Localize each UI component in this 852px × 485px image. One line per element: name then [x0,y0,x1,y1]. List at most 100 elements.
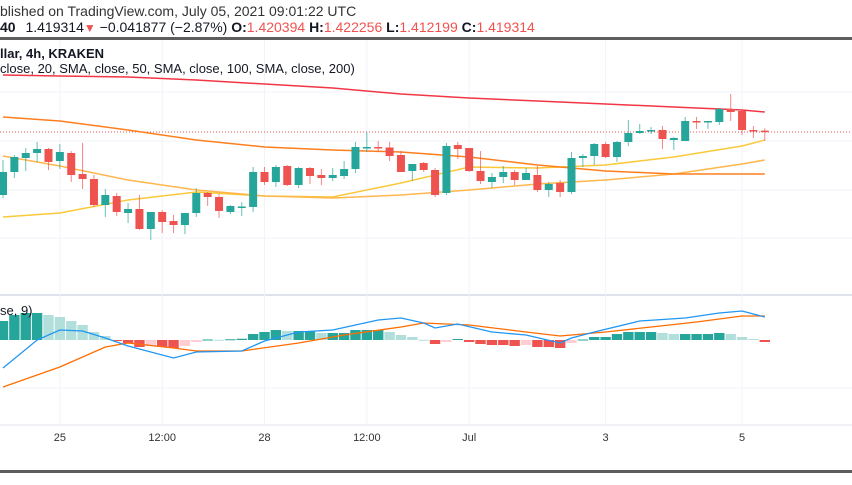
candle-body [249,172,258,207]
macd-histogram-bar [304,331,316,340]
candle-body [601,144,610,157]
macd-histogram-bar [668,334,680,340]
macd-histogram-bar [509,340,520,346]
macd-histogram-bar [88,332,100,340]
candle-body [283,166,292,185]
macd-histogram-bar [566,340,577,343]
macd-histogram-bar [111,340,122,341]
macd-histogram-bar [657,333,668,340]
ohlc-bar: 40 1.419314▼ −0.041877 (−2.87%) O:1.4203… [0,19,535,35]
macd-histogram-bar [350,330,361,340]
candle-body [237,206,246,208]
candle-body [647,130,656,132]
footer-divider [0,470,852,473]
macd-histogram-bar [725,334,736,340]
symbol-tail: 40 [0,19,16,35]
candle-body [726,109,735,112]
candle-body [192,193,201,213]
macd-histogram-bar [225,339,236,341]
high-label: H: [309,19,324,35]
macd-histogram-bar [441,340,452,342]
macd-signal-line [2,315,765,388]
time-axis-label: Jul [462,432,476,444]
candle-body [635,131,644,133]
macd-histogram-bar [395,335,407,340]
macd-histogram-bar [9,315,20,340]
candle-body [556,183,565,192]
candle-body [124,209,133,213]
candle-body [408,164,417,171]
candle-body [305,168,314,176]
macd-histogram-bar [486,340,498,345]
sma-200-line [2,74,765,113]
macd-histogram-bar [77,325,88,340]
header-divider [0,37,852,40]
macd-histogram-bar [31,313,43,340]
candle-body [215,197,224,211]
candle-body [419,163,428,170]
macd-histogram-bar [407,337,418,340]
candle-body [476,171,485,181]
macd-line [2,310,765,369]
macd-histogram-bar [361,330,373,340]
candle-body [260,172,269,182]
time-axis-label: 12:00 [353,432,381,444]
time-axis-label: 5 [739,432,745,444]
candle-body [89,179,98,205]
candle-body [169,221,178,225]
published-caption: blished on TradingView.com, July 05, 202… [0,3,357,19]
macd-histogram-bar [247,334,259,340]
macd-histogram-bar [293,331,304,340]
time-axis-label: 3 [603,432,609,444]
candle-body [431,170,440,195]
candle-body [10,157,19,172]
macd-histogram-bar [20,313,31,340]
candle-body [146,212,155,229]
macd-histogram-bar [498,340,509,345]
macd-histogram-bar [748,339,759,340]
macd-histogram-bar [759,340,770,342]
candle-body [669,138,678,140]
candle-body [544,184,553,190]
candle-body [499,172,508,177]
candle-body [317,175,326,178]
macd-histogram-bar [611,334,623,340]
high-value: 1.422256 [323,19,383,35]
candle-body [294,168,303,185]
macd-histogram-bar [213,339,225,341]
open-value: 1.420394 [246,19,306,35]
macd-histogram-bar [634,332,645,340]
candle-body [510,172,519,180]
candle-body [533,175,542,190]
candle-body [681,121,690,141]
macd-histogram-bar [475,340,486,344]
candle-body [465,148,474,171]
candle-body [340,169,349,176]
candle-body [522,173,531,180]
macd-histogram-bar [600,337,611,340]
candle-body [442,146,451,193]
macd-histogram-bar [691,334,702,340]
macd-histogram-bar [543,340,554,347]
macd-histogram-bar [384,332,395,340]
macd-histogram-bar [452,339,463,340]
macd-histogram-bar [680,334,691,340]
close-value: 1.419314 [476,19,535,35]
macd-histogram-bar [270,330,282,340]
macd-histogram-bar [43,315,54,340]
macd-histogram-bar [623,332,634,340]
candle-body [374,147,383,149]
candle-body [624,133,633,142]
candle-body [21,153,30,158]
candle-body [578,156,587,158]
candle-body [487,177,496,182]
candle-body [738,111,747,130]
macd-histogram-bar [463,340,475,342]
macd-histogram-bar [156,340,168,347]
triangle-down-icon: ▼ [83,21,96,35]
time-axis-label: 28 [258,432,270,444]
candle-body [692,121,701,123]
candle-body [101,195,110,205]
candle-body [658,130,667,139]
